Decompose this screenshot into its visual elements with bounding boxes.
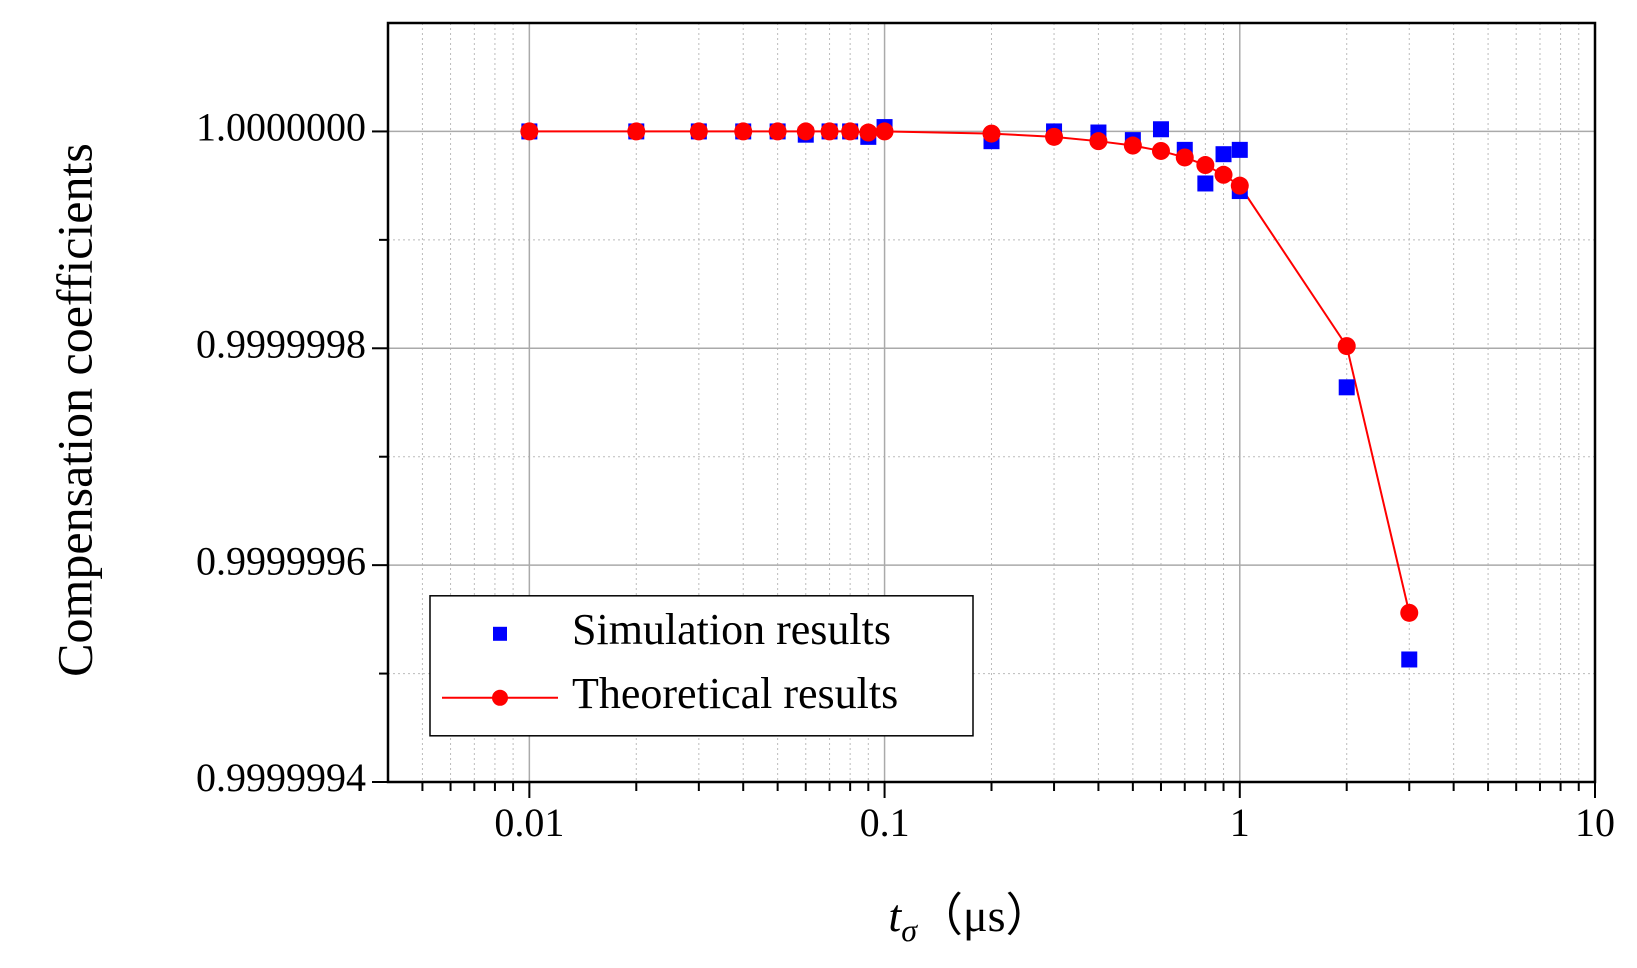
- circle-marker: [982, 124, 1001, 143]
- legend-label: Theoretical results: [572, 669, 898, 718]
- circle-marker: [1151, 141, 1170, 160]
- square-marker: [1401, 651, 1418, 668]
- square-marker: [1197, 175, 1214, 192]
- circle-marker: [1230, 176, 1249, 195]
- circle-marker: [1175, 148, 1194, 167]
- circle-marker: [820, 122, 839, 141]
- x-axis-label-unit: （μs）: [917, 890, 1052, 941]
- y-tick-label: 0.9999994: [196, 755, 366, 800]
- circle-marker: [1400, 603, 1419, 622]
- legend-label: Simulation results: [572, 605, 891, 654]
- x-axis-label-sub: σ: [901, 912, 918, 948]
- y-axis-label: Compensation coefficients: [46, 143, 102, 677]
- x-tick-label: 0.1: [860, 800, 910, 845]
- circle-marker: [1337, 337, 1356, 356]
- square-marker: [1338, 379, 1355, 396]
- x-axis-label-main: t: [888, 890, 902, 941]
- y-tick-label: 0.9999998: [196, 321, 366, 366]
- circle-marker: [734, 122, 753, 141]
- square-marker: [1231, 141, 1248, 158]
- circle-marker: [1214, 165, 1233, 184]
- legend-box: [429, 595, 974, 737]
- circle-marker: [1089, 132, 1108, 151]
- series-line: [529, 130, 1411, 614]
- x-axis-label: tσ（μs）: [888, 890, 1051, 949]
- x-tick-label: 1: [1230, 800, 1250, 845]
- circle-marker: [1123, 136, 1142, 155]
- circle-marker: [768, 122, 787, 141]
- square-marker: [1215, 146, 1232, 163]
- circle-marker: [627, 122, 646, 141]
- legend-marker: [492, 689, 508, 706]
- circle-marker: [1196, 156, 1215, 175]
- legend: Simulation results Theoretical results: [429, 595, 974, 737]
- y-tick-label: 1.0000000: [196, 105, 366, 150]
- x-tick-label: 10: [1575, 800, 1615, 845]
- plot-frame: [386, 21, 1597, 784]
- circle-marker: [796, 122, 815, 141]
- square-marker: [1152, 121, 1169, 138]
- circle-marker: [841, 122, 860, 141]
- legend-marker: [493, 626, 507, 641]
- x-tick-label: 0.01: [494, 800, 564, 845]
- circle-marker: [875, 122, 894, 141]
- circle-marker: [859, 123, 878, 142]
- circle-marker: [689, 122, 708, 141]
- circle-marker: [520, 122, 539, 141]
- circle-marker: [1045, 127, 1064, 146]
- y-tick-label: 0.9999996: [196, 538, 366, 583]
